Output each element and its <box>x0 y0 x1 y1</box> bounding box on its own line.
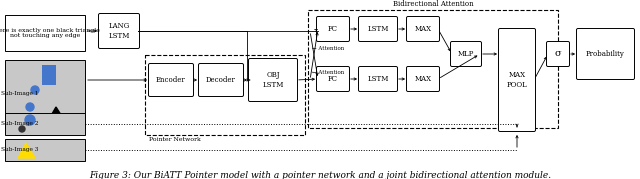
FancyBboxPatch shape <box>358 16 397 42</box>
FancyBboxPatch shape <box>358 67 397 91</box>
Text: Pointer Network: Pointer Network <box>149 137 201 142</box>
Text: MAX: MAX <box>415 75 431 83</box>
FancyBboxPatch shape <box>499 28 536 132</box>
FancyBboxPatch shape <box>5 60 85 128</box>
Text: OBJ
LSTM: OBJ LSTM <box>262 71 284 89</box>
Text: Figure 3: Our BiATT Pointer model with a pointer network and a joint bidirection: Figure 3: Our BiATT Pointer model with a… <box>89 171 551 179</box>
Text: Probability: Probability <box>586 50 625 58</box>
Text: FC: FC <box>328 25 338 33</box>
FancyBboxPatch shape <box>317 16 349 42</box>
FancyBboxPatch shape <box>99 13 140 49</box>
Text: Encoder: Encoder <box>156 76 186 84</box>
Text: LSTM: LSTM <box>367 75 388 83</box>
FancyBboxPatch shape <box>248 59 298 101</box>
FancyBboxPatch shape <box>42 65 56 85</box>
Text: FC: FC <box>328 75 338 83</box>
Polygon shape <box>18 143 35 158</box>
FancyBboxPatch shape <box>451 42 481 67</box>
Text: LSTM: LSTM <box>367 25 388 33</box>
FancyBboxPatch shape <box>577 28 634 79</box>
Text: MAX: MAX <box>415 25 431 33</box>
FancyBboxPatch shape <box>406 16 440 42</box>
Text: Sub-Image 3: Sub-Image 3 <box>1 147 38 153</box>
Circle shape <box>26 103 34 111</box>
FancyBboxPatch shape <box>406 67 440 91</box>
FancyBboxPatch shape <box>198 64 243 96</box>
Text: Decoder: Decoder <box>206 76 236 84</box>
Circle shape <box>25 115 35 125</box>
FancyBboxPatch shape <box>148 64 193 96</box>
Circle shape <box>31 86 39 94</box>
FancyBboxPatch shape <box>317 67 349 91</box>
Text: MAX
POOL: MAX POOL <box>507 71 527 89</box>
Text: σ: σ <box>555 50 561 59</box>
Text: ← Attention: ← Attention <box>312 69 344 74</box>
FancyBboxPatch shape <box>5 139 85 161</box>
Text: ← Attention: ← Attention <box>312 47 344 52</box>
FancyBboxPatch shape <box>547 42 570 67</box>
Text: There is exactly one black triangle
not touching any edge: There is exactly one black triangle not … <box>0 28 99 38</box>
FancyBboxPatch shape <box>5 113 85 135</box>
Text: Bidirectional Attention: Bidirectional Attention <box>393 0 474 8</box>
Text: Sub-Image 1: Sub-Image 1 <box>1 91 38 96</box>
FancyBboxPatch shape <box>5 15 85 51</box>
Circle shape <box>19 126 25 132</box>
Text: LANG
LSTM: LANG LSTM <box>108 22 130 40</box>
Text: Sub-Image 2: Sub-Image 2 <box>1 122 38 127</box>
Text: MLP: MLP <box>458 50 474 58</box>
Polygon shape <box>45 107 68 126</box>
